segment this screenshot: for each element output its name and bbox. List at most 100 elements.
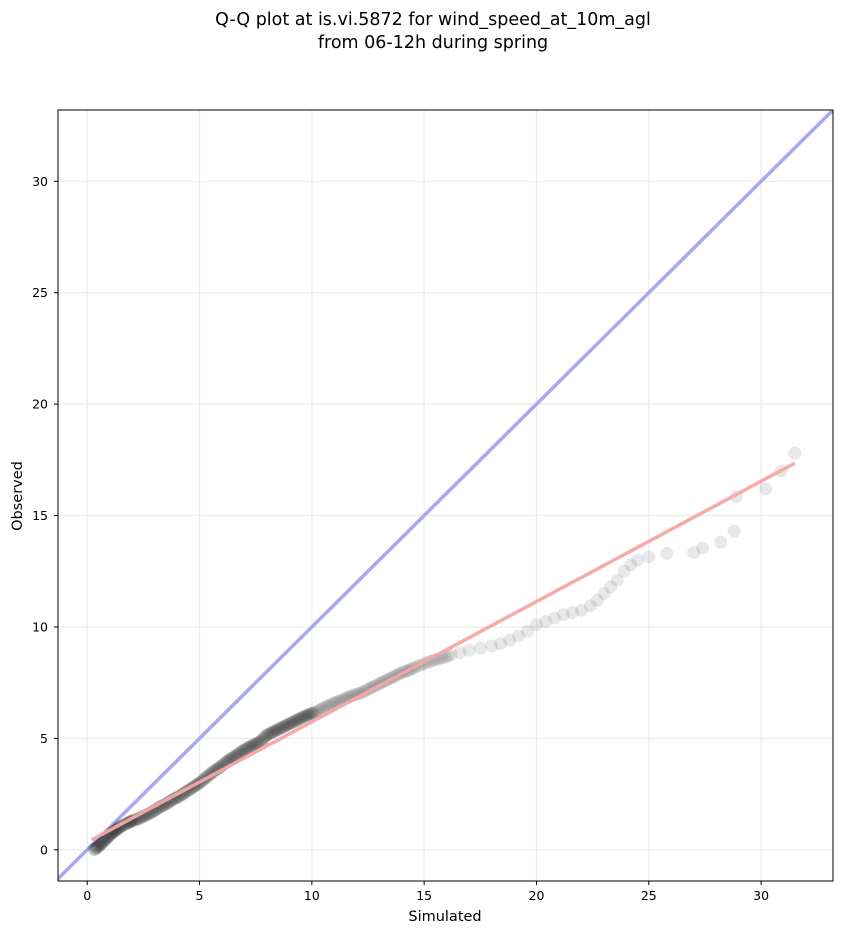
data-point	[88, 842, 102, 856]
data-point	[574, 603, 588, 617]
data-point	[258, 730, 272, 744]
data-point	[257, 731, 271, 745]
data-point	[261, 727, 275, 741]
data-point	[279, 719, 293, 733]
x-tick-label: 25	[641, 888, 657, 903]
data-point	[300, 708, 314, 722]
reference-line-layer	[58, 110, 833, 881]
y-tick-label: 0	[40, 842, 48, 857]
data-point	[289, 714, 303, 728]
data-point	[727, 524, 741, 538]
data-point	[294, 711, 308, 725]
data-point	[90, 841, 104, 855]
data-point	[95, 836, 109, 850]
x-axis-ticks: 0 5 10 15 20 25 30	[83, 881, 769, 903]
data-point	[98, 833, 112, 847]
data-point	[631, 553, 645, 567]
data-point	[318, 700, 332, 714]
y-tick-label: 30	[32, 174, 48, 189]
data-point	[485, 639, 499, 653]
data-point	[642, 550, 656, 564]
data-point	[245, 739, 259, 753]
data-point	[325, 697, 339, 711]
data-point	[91, 839, 105, 853]
data-point	[234, 745, 248, 759]
data-point	[292, 712, 306, 726]
data-point	[94, 837, 108, 851]
data-point	[538, 614, 552, 628]
data-point	[264, 726, 278, 740]
data-point	[94, 836, 108, 850]
data-point	[696, 541, 710, 555]
data-point	[312, 704, 326, 718]
data-point	[503, 633, 517, 647]
data-point	[307, 706, 321, 720]
data-point	[494, 637, 508, 651]
data-point	[93, 838, 107, 852]
data-point	[241, 741, 255, 755]
data-point	[512, 629, 526, 643]
data-point	[251, 736, 265, 750]
data-point	[290, 713, 304, 727]
data-point	[316, 701, 330, 715]
data-point	[309, 705, 323, 719]
data-point	[260, 728, 274, 742]
data-point	[281, 717, 295, 731]
x-tick-label: 0	[83, 888, 91, 903]
data-point	[298, 709, 312, 723]
data-point	[236, 744, 250, 758]
data-point	[91, 840, 105, 854]
data-point	[295, 711, 309, 725]
x-tick-label: 15	[416, 888, 432, 903]
data-point	[231, 747, 245, 761]
data-point	[244, 739, 258, 753]
data-point	[285, 716, 299, 730]
y-tick-label: 25	[32, 285, 48, 300]
data-point	[529, 618, 543, 632]
y-tick-label: 20	[32, 397, 48, 412]
data-point	[232, 747, 246, 761]
data-point	[441, 649, 455, 663]
data-point	[287, 715, 301, 729]
data-point	[304, 707, 318, 721]
data-point	[462, 643, 476, 657]
data-point	[235, 744, 249, 758]
data-point	[687, 545, 701, 559]
y-tick-label: 10	[32, 619, 48, 634]
y-tick-label: 5	[40, 731, 48, 746]
data-point	[280, 718, 294, 732]
data-point	[590, 593, 604, 607]
data-point	[88, 842, 102, 856]
data-point	[96, 835, 110, 849]
data-point	[254, 734, 268, 748]
data-point	[267, 725, 281, 739]
data-point	[327, 696, 341, 710]
chart-title-line1: Q-Q plot at is.vi.5872 for wind_speed_at…	[215, 10, 651, 30]
data-point	[92, 839, 106, 853]
data-point	[301, 708, 315, 722]
data-point	[617, 564, 631, 578]
data-point	[273, 721, 287, 735]
data-point	[321, 699, 335, 713]
data-point	[230, 748, 244, 762]
data-point	[271, 722, 285, 736]
data-point	[306, 706, 320, 720]
data-point	[597, 587, 611, 601]
data-point	[565, 605, 579, 619]
x-tick-label: 10	[304, 888, 320, 903]
data-point	[278, 719, 292, 733]
data-point	[444, 648, 458, 662]
data-point	[547, 611, 561, 625]
fit-line	[90, 461, 796, 842]
data-point	[237, 743, 251, 757]
data-point	[604, 580, 618, 594]
data-point	[323, 698, 337, 712]
data-point	[263, 726, 277, 740]
data-point	[275, 721, 289, 735]
data-point	[253, 735, 267, 749]
data-point	[288, 714, 302, 728]
data-point	[97, 834, 111, 848]
data-point	[255, 733, 269, 747]
data-point	[291, 712, 305, 726]
